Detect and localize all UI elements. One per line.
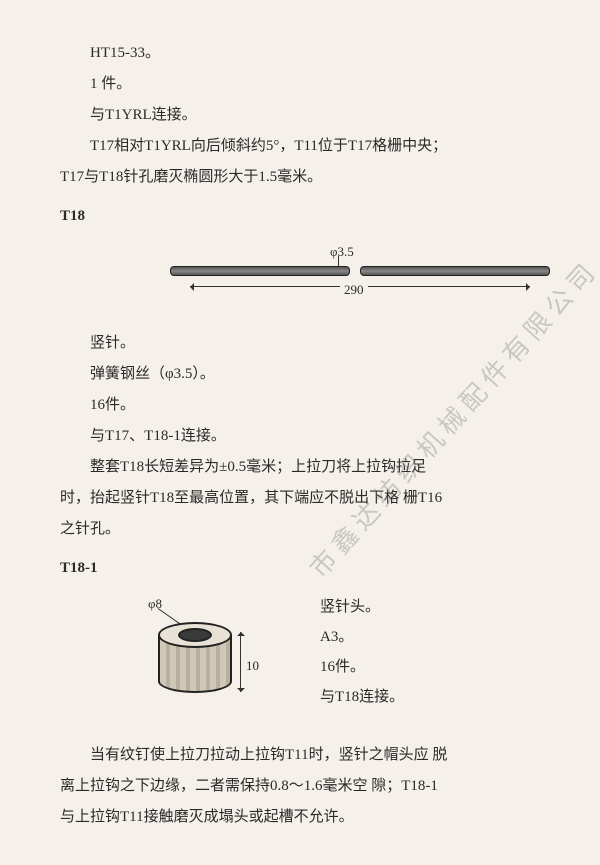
- cylinder-hole: [178, 628, 212, 642]
- text-line: 整套T18长短差异为±0.5毫米；上拉刀将上拉钩拉足: [60, 454, 550, 481]
- document-page: HT15-33。 1 件。 与T1YRL连接。 T17相对T1YRL向后倾斜约5…: [0, 0, 600, 865]
- cylinder-block: φ8 10 竖针头。 A3。 16件。 与T18连接。: [140, 592, 550, 722]
- text-line: 与上拉钩T11接触磨灭成塌头或起槽不允许。: [60, 804, 550, 831]
- text-line: 1 件。: [60, 71, 550, 98]
- rod-segment-left: [170, 266, 350, 276]
- text-line: 竖针头。: [320, 592, 404, 622]
- text-line: 当有纹钉使上拉刀拉动上拉钩T11时，竖针之帽头应 脱: [60, 742, 550, 769]
- cylinder-diagram: φ8 10: [140, 592, 280, 722]
- text-line: 之针孔。: [60, 516, 550, 543]
- rod-segment-right: [360, 266, 550, 276]
- cylinder-side-text: 竖针头。 A3。 16件。 与T18连接。: [320, 592, 404, 712]
- diameter-label: φ3.5: [330, 240, 354, 263]
- tick-mark: [338, 256, 339, 266]
- section-heading-t18-1: T18-1: [60, 555, 550, 582]
- text-line: A3。: [320, 622, 404, 652]
- dimension-length-label: 290: [340, 278, 368, 301]
- text-line: 16件。: [320, 652, 404, 682]
- section-heading-t18: T18: [60, 203, 550, 230]
- text-line: 与T1YRL连接。: [60, 102, 550, 129]
- dimension-vertical-line: [240, 632, 241, 692]
- text-line: 时，抬起竖针T18至最高位置，其下端应不脱出下格 栅T16: [60, 485, 550, 512]
- diameter-label: φ8: [148, 592, 162, 615]
- text-line: T17相对T1YRL向后倾斜约5°，T11位于T17格栅中央；: [60, 133, 550, 160]
- dimension-height-label: 10: [246, 654, 259, 677]
- text-line: 弹簧钢丝（φ3.5）。: [60, 361, 550, 388]
- rod-diagram: φ3.5 290: [160, 240, 550, 320]
- text-line: 与T17、T18-1连接。: [60, 423, 550, 450]
- text-line: HT15-33。: [60, 40, 550, 67]
- text-line: 与T18连接。: [320, 682, 404, 712]
- text-line: T17与T18针孔磨灭椭圆形大于1.5毫米。: [60, 164, 550, 191]
- text-line: 竖针。: [60, 330, 550, 357]
- text-line: 16件。: [60, 392, 550, 419]
- text-line: 离上拉钩之下边缘，二者需保持0.8～1.6毫米空 隙；T18-1: [60, 773, 550, 800]
